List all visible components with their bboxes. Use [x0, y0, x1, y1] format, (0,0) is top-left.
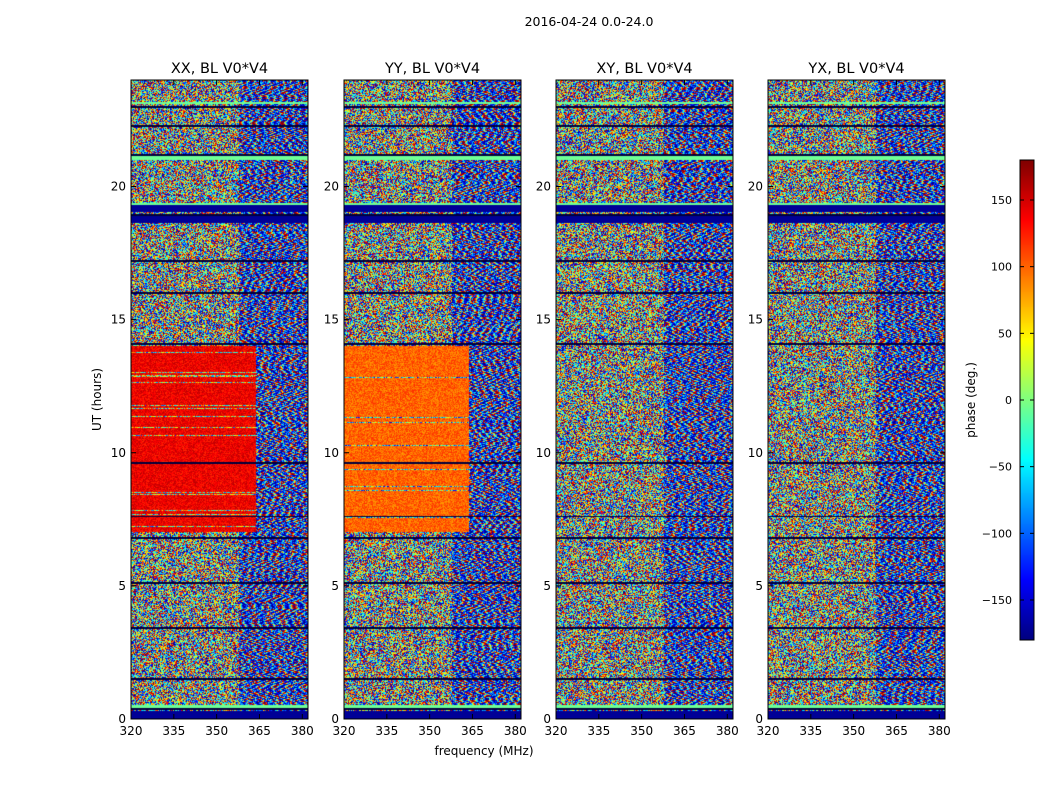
panels: XX, BL V0*V4 320 335 350 365 380 0 5 10 15 20 UT (h…	[90, 61, 951, 758]
y-tick-label: 5	[331, 579, 339, 593]
x-tick-label: 350	[630, 724, 653, 738]
y-tick-label: 20	[324, 180, 339, 194]
colorbar-ticks: 150 100 50 0 −50 −100 −150	[982, 194, 1034, 607]
panel-title: XX, BL V0*V4	[171, 61, 268, 77]
y-tick-label: 10	[536, 446, 551, 460]
y-tick-label: 15	[748, 313, 763, 327]
colorbar-tick-label: −100	[982, 527, 1012, 540]
x-tick-label: 320	[333, 724, 356, 738]
y-axis-label: UT (hours)	[90, 368, 104, 431]
y-tick-label: 10	[748, 446, 763, 460]
panel-frame	[130, 79, 309, 720]
x-tick-label: 380	[716, 724, 739, 738]
y-tick-label: 15	[536, 313, 551, 327]
y-tick-label: 0	[331, 712, 339, 726]
y-tick-label: 20	[536, 180, 551, 194]
x-axis-label: frequency (MHz)	[434, 744, 533, 758]
x-tick-label: 320	[757, 724, 780, 738]
y-tick-label: 0	[118, 712, 126, 726]
y-tick-label: 20	[748, 180, 763, 194]
x-tick-label: 335	[587, 724, 610, 738]
y-tick-label: 0	[755, 712, 763, 726]
panel-3: XY, BL V0*V4 320 335 350 365 380 0 5 10 15 20	[536, 61, 739, 738]
x-tick-label: 335	[162, 724, 185, 738]
heatmap-image	[768, 80, 945, 719]
figure-title: 2016-04-24 0.0-24.0	[525, 14, 654, 29]
colorbar-tick-label: 150	[991, 194, 1012, 207]
panel-title: YY, BL V0*V4	[384, 61, 480, 77]
heatmap-image	[131, 80, 308, 719]
y-tick-label: 10	[324, 446, 339, 460]
panel-title: YX, BL V0*V4	[807, 61, 904, 77]
x-tick-label: 335	[375, 724, 398, 738]
x-tick-label: 335	[799, 724, 822, 738]
panel-frame	[767, 79, 946, 720]
y-tick-label: 5	[543, 579, 551, 593]
colorbar-tick-label: 50	[998, 327, 1012, 340]
x-tick-label: 365	[673, 724, 696, 738]
x-tick-label: 365	[461, 724, 484, 738]
x-tick-label: 350	[418, 724, 441, 738]
y-tick-label: 10	[111, 446, 126, 460]
colorbar-gradient	[1020, 160, 1034, 640]
x-tick-label: 365	[248, 724, 271, 738]
y-tick-label: 15	[324, 313, 339, 327]
x-tick-label: 320	[120, 724, 143, 738]
y-tick-label: 5	[118, 579, 126, 593]
heatmap-image	[344, 80, 521, 719]
y-tick-label: 20	[111, 180, 126, 194]
panel-4: YX, BL V0*V4 320 335 350 365 380 0 5 10 15 20	[748, 61, 951, 738]
colorbar-tick-label: 100	[991, 261, 1012, 274]
y-tick-label: 5	[755, 579, 763, 593]
panel-2: YY, BL V0*V4 320 335 350 365 380 0 5 10 15 20 frequ…	[324, 61, 534, 758]
x-tick-label: 320	[545, 724, 568, 738]
colorbar-tick-label: −150	[982, 594, 1012, 607]
y-tick-label: 15	[111, 313, 126, 327]
x-tick-label: 380	[928, 724, 951, 738]
x-tick-label: 350	[842, 724, 865, 738]
panel-1: XX, BL V0*V4 320 335 350 365 380 0 5 10 15 20 UT (h…	[90, 61, 314, 738]
panel-frame	[555, 79, 734, 720]
colorbar-tick-label: 0	[1005, 394, 1012, 407]
colorbar-label: phase (deg.)	[964, 362, 978, 438]
x-tick-label: 350	[205, 724, 228, 738]
colorbar-tick-label: −50	[989, 461, 1012, 474]
panel-title: XY, BL V0*V4	[596, 61, 692, 77]
x-tick-label: 365	[885, 724, 908, 738]
y-tick-label: 0	[543, 712, 551, 726]
x-tick-label: 380	[291, 724, 314, 738]
heatmap-image	[556, 80, 733, 719]
colorbar: 150 100 50 0 −50 −100 −150 phase (deg.)	[964, 159, 1035, 641]
x-tick-label: 380	[504, 724, 527, 738]
panel-frame	[343, 79, 522, 720]
